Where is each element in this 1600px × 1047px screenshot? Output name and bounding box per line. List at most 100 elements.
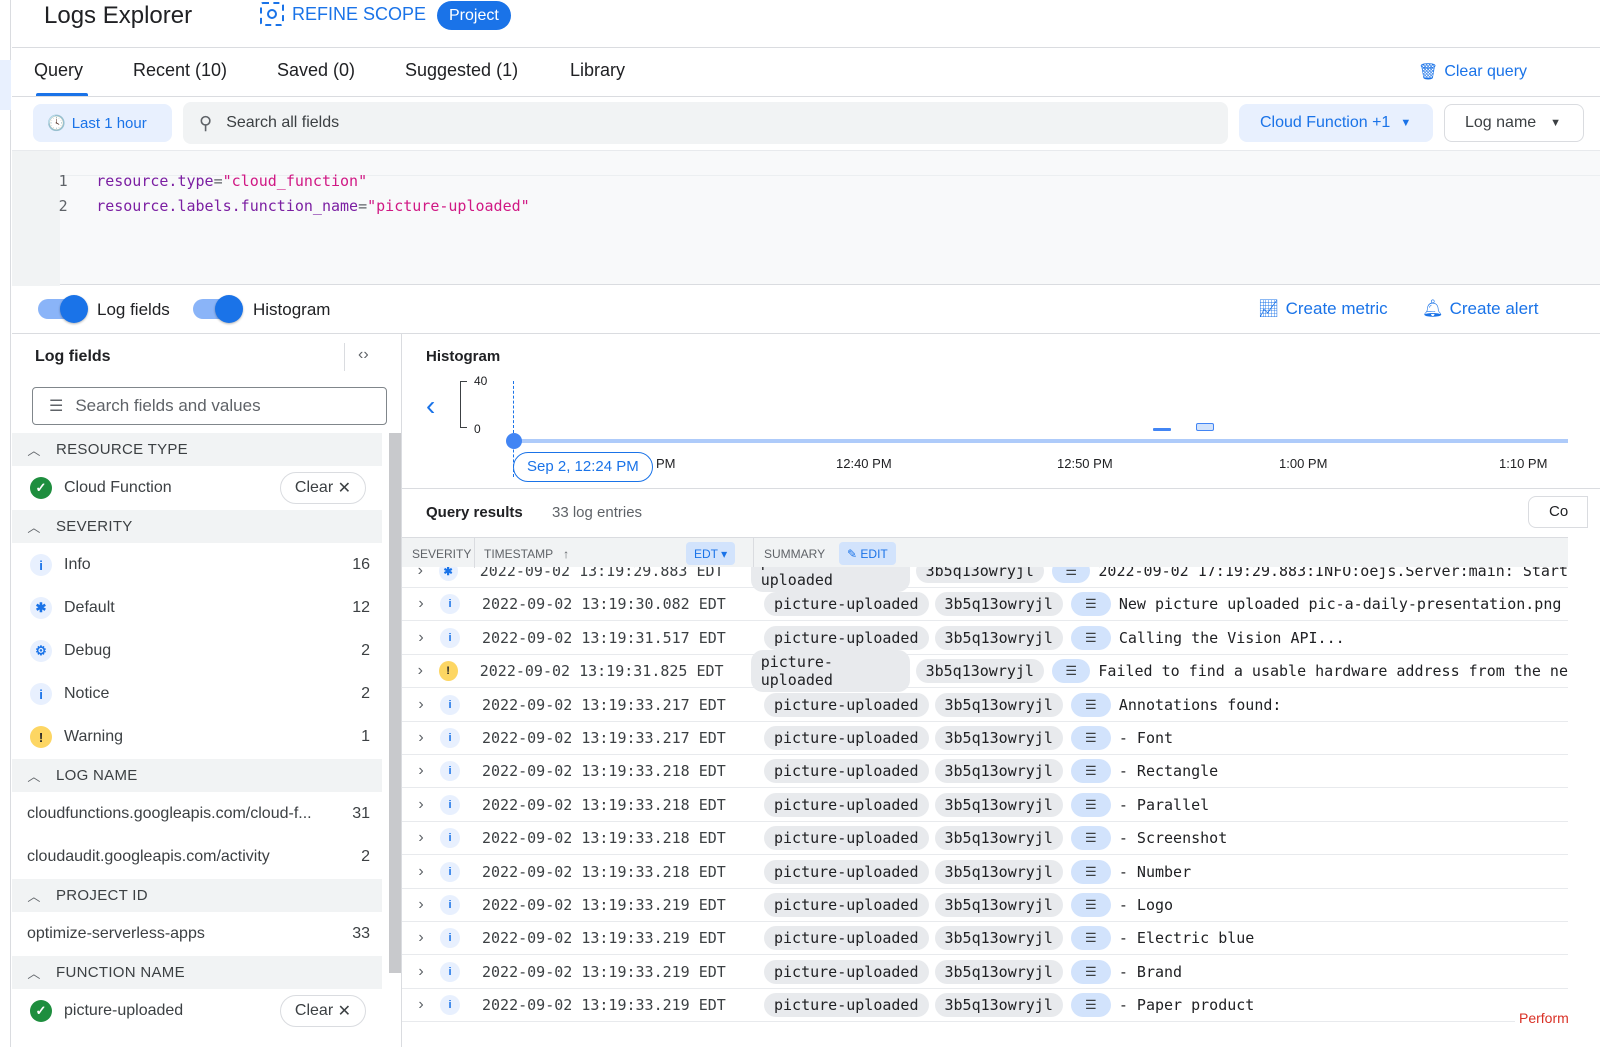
footer-partial-link[interactable]: Perform: [1515, 1010, 1573, 1026]
results-partial-button[interactable]: Co: [1528, 496, 1588, 528]
col-severity[interactable]: SEVERITY: [412, 547, 472, 561]
collapse-panel-icon[interactable]: ‹›: [358, 346, 369, 363]
histogram-cursor-handle[interactable]: [506, 433, 522, 449]
create-alert-button[interactable]: 🔔︎ Create alert: [1422, 299, 1538, 319]
log-row[interactable]: › i 2022-09-02 13:19:33.218 EDT picture-upl…: [402, 755, 1568, 789]
execution-id-chip[interactable]: 3b5q13owryjl: [934, 692, 1063, 717]
timezone-dropdown[interactable]: EDT ▾: [686, 542, 736, 565]
log-row[interactable]: › i 2022-09-02 13:19:33.219 EDT picture-upl…: [402, 989, 1568, 1023]
field-item-log-name[interactable]: cloudfunctions.googleapis.com/cloud-f...…: [27, 805, 370, 822]
histogram-bar[interactable]: [1153, 428, 1171, 431]
section-function-name[interactable]: ︿ FUNCTION NAME: [12, 956, 382, 989]
execution-id-chip[interactable]: 3b5q13owryjl: [915, 567, 1044, 583]
clear-query-button[interactable]: 🗑 Clear query: [1418, 62, 1527, 82]
log-row[interactable]: › i 2022-09-02 13:19:31.517 EDT picture-upl…: [402, 622, 1568, 655]
execution-id-chip[interactable]: 3b5q13owryjl: [934, 592, 1063, 617]
create-metric-button[interactable]: 📈︎ Create metric: [1258, 299, 1388, 319]
execution-id-chip[interactable]: 3b5q13owryjl: [934, 625, 1063, 650]
function-chip[interactable]: picture-uploaded: [764, 993, 929, 1018]
log-row[interactable]: › i 2022-09-02 13:19:33.219 EDT picture-upl…: [402, 922, 1568, 956]
tab-suggested[interactable]: Suggested (1): [405, 60, 519, 80]
severity-item-warning[interactable]: ! Warning 1: [12, 717, 382, 757]
col-timestamp[interactable]: TIMESTAMP ↑: [484, 547, 570, 561]
function-chip[interactable]: picture-uploaded: [764, 759, 929, 784]
resource-filter-dropdown[interactable]: Cloud Function +1 ▼: [1239, 104, 1433, 142]
execution-id-chip[interactable]: 3b5q13owryjl: [915, 659, 1044, 684]
edit-summary-button[interactable]: ✎ EDIT: [839, 542, 896, 565]
expand-row-icon[interactable]: ›: [418, 595, 424, 613]
expand-row-icon[interactable]: ›: [418, 762, 424, 780]
summary-lines-icon[interactable]: ☰: [1070, 792, 1111, 817]
search-all-fields-input[interactable]: ⚲ Search all fields: [183, 102, 1228, 144]
summary-lines-icon[interactable]: ☰: [1070, 893, 1111, 917]
summary-lines-icon[interactable]: ☰: [1070, 592, 1111, 617]
search-fields-input[interactable]: ☰ Search fields and values: [32, 387, 387, 425]
summary-lines-icon[interactable]: ☰: [1051, 659, 1091, 684]
expand-row-icon[interactable]: ›: [418, 962, 424, 980]
expand-row-icon[interactable]: ›: [418, 628, 424, 646]
expand-row-icon[interactable]: ›: [418, 695, 424, 713]
function-chip[interactable]: picture-uploaded: [764, 926, 929, 951]
expand-row-icon[interactable]: ›: [418, 795, 424, 813]
field-item-cloud-function[interactable]: ✓ Cloud Function Clear ✕: [12, 468, 382, 508]
execution-id-chip[interactable]: 3b5q13owryjl: [934, 926, 1063, 951]
execution-id-chip[interactable]: 3b5q13owryjl: [934, 893, 1063, 917]
section-log-name[interactable]: ︿ LOG NAME: [12, 759, 382, 792]
log-row[interactable]: › i 2022-09-02 13:19:33.218 EDT picture-upl…: [402, 789, 1568, 822]
function-chip[interactable]: picture-uploaded: [750, 650, 910, 693]
execution-id-chip[interactable]: 3b5q13owryjl: [934, 993, 1063, 1018]
execution-id-chip[interactable]: 3b5q13owryjl: [934, 826, 1063, 851]
histogram-start-chip[interactable]: Sep 2, 12:24 PM: [513, 452, 653, 482]
log-row[interactable]: › i 2022-09-02 13:19:33.219 EDT picture-upl…: [402, 956, 1568, 989]
field-item-function[interactable]: ✓ picture-uploaded Clear ✕: [12, 991, 382, 1031]
expand-row-icon[interactable]: ›: [418, 996, 424, 1014]
function-chip[interactable]: picture-uploaded: [764, 592, 929, 617]
summary-lines-icon[interactable]: ☰: [1070, 826, 1111, 851]
clear-function-button[interactable]: Clear ✕: [279, 995, 366, 1027]
function-chip[interactable]: picture-uploaded: [764, 726, 929, 750]
tab-library[interactable]: Library: [570, 60, 626, 80]
histogram-prev-icon[interactable]: ‹: [426, 390, 436, 421]
scope-badge[interactable]: Project: [437, 1, 511, 30]
log-row[interactable]: › i 2022-09-02 13:19:33.217 EDT picture-upl…: [402, 689, 1568, 722]
expand-row-icon[interactable]: ›: [417, 662, 423, 680]
histogram-toggle[interactable]: [193, 295, 243, 323]
summary-lines-icon[interactable]: ☰: [1070, 859, 1111, 884]
query-editor[interactable]: 1 resource.type="cloud_function" 2 resou…: [12, 150, 1600, 286]
expand-row-icon[interactable]: ›: [417, 567, 423, 579]
severity-item-notice[interactable]: i Notice 2: [12, 674, 382, 714]
expand-row-icon[interactable]: ›: [418, 829, 424, 847]
severity-item-debug[interactable]: ⚙ Debug 2: [12, 631, 382, 671]
log-fields-toggle[interactable]: [38, 295, 88, 323]
summary-lines-icon[interactable]: ☰: [1070, 726, 1111, 750]
field-item-log-name[interactable]: cloudaudit.googleapis.com/activity 2: [27, 848, 370, 865]
severity-item-info[interactable]: i Info 16: [12, 545, 382, 585]
execution-id-chip[interactable]: 3b5q13owryjl: [934, 726, 1063, 750]
log-row[interactable]: › i 2022-09-02 13:19:33.218 EDT picture-upl…: [402, 822, 1568, 856]
tab-saved[interactable]: Saved (0): [277, 60, 356, 80]
function-chip[interactable]: picture-uploaded: [764, 959, 929, 984]
log-row[interactable]: › i 2022-09-02 13:19:33.217 EDT picture-upl…: [402, 722, 1568, 755]
log-row[interactable]: › i 2022-09-02 13:19:33.219 EDT picture-upl…: [402, 889, 1568, 922]
function-chip[interactable]: picture-uploaded: [764, 792, 929, 817]
expand-row-icon[interactable]: ›: [418, 729, 424, 746]
log-row[interactable]: › i 2022-09-02 13:19:30.082 EDT picture-upl…: [402, 588, 1568, 622]
section-project-id[interactable]: ︿ PROJECT ID: [12, 879, 382, 912]
summary-lines-icon[interactable]: ☰: [1051, 567, 1091, 583]
log-row[interactable]: › ✱ 2022-09-02 13:19:29.883 EDT picture-upl…: [402, 567, 1568, 592]
panel-scrollbar[interactable]: [389, 433, 401, 973]
execution-id-chip[interactable]: 3b5q13owryjl: [934, 859, 1063, 884]
function-chip[interactable]: picture-uploaded: [764, 893, 929, 917]
function-chip[interactable]: picture-uploaded: [764, 826, 929, 851]
execution-id-chip[interactable]: 3b5q13owryjl: [934, 959, 1063, 984]
histogram-bar[interactable]: [1196, 423, 1214, 431]
expand-row-icon[interactable]: ›: [418, 862, 424, 880]
summary-lines-icon[interactable]: ☰: [1070, 959, 1111, 984]
clear-resource-button[interactable]: Clear ✕: [279, 472, 366, 504]
time-range-button[interactable]: 🕓 Last 1 hour: [33, 104, 172, 142]
execution-id-chip[interactable]: 3b5q13owryjl: [934, 759, 1063, 784]
log-row[interactable]: ›! 2022-09-02 13:19:31.825 EDT picture-upl…: [402, 650, 1568, 693]
log-row[interactable]: › i 2022-09-02 13:19:33.218 EDT picture-upl…: [402, 856, 1568, 889]
summary-lines-icon[interactable]: ☰: [1070, 625, 1111, 650]
function-chip[interactable]: picture-uploaded: [750, 567, 910, 592]
